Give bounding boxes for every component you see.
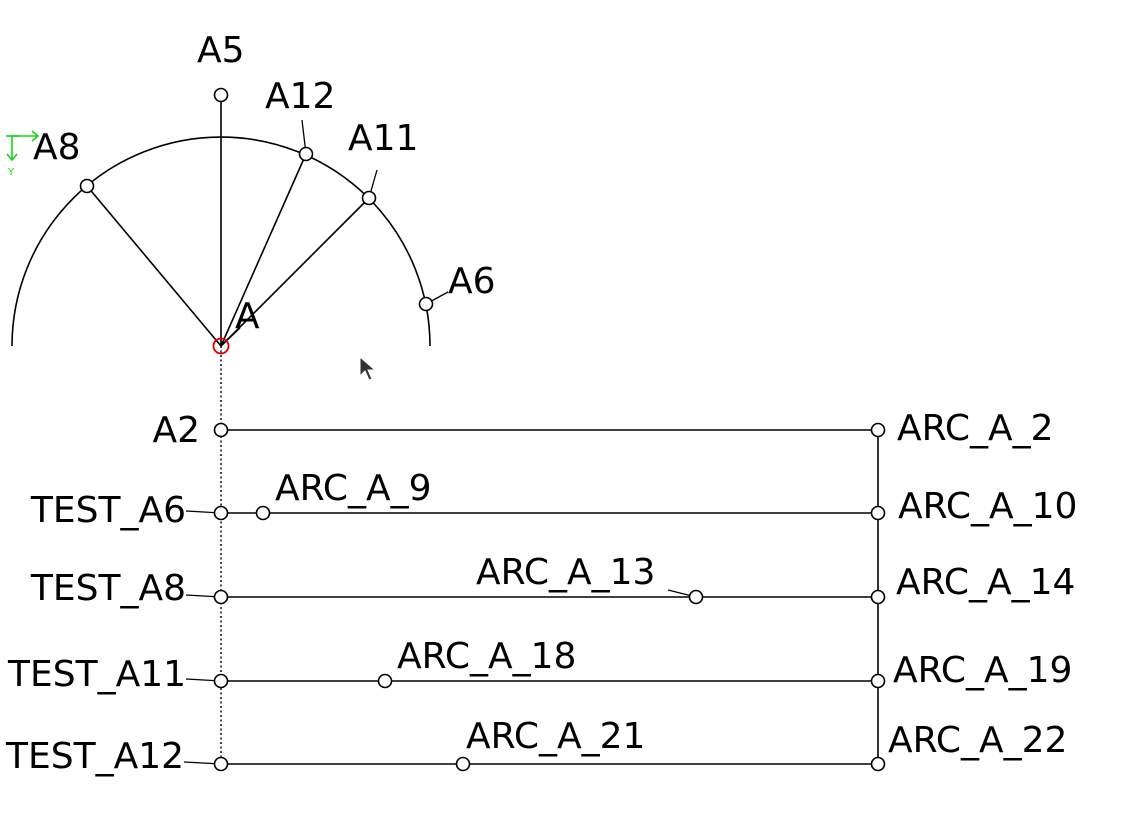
axis-indicator-icon: Y	[6, 130, 40, 178]
label-test-a12: TEST_A12	[5, 736, 184, 777]
label-a5: A5	[197, 30, 245, 71]
point-arc-a-14[interactable]	[870, 589, 886, 605]
label-arc-a-19: ARC_A_19	[893, 650, 1072, 691]
point-arc-a-22[interactable]	[870, 756, 886, 772]
point-a5[interactable]	[213, 87, 229, 103]
label-arc-a-9: ARC_A_9	[275, 468, 432, 509]
point-arc-a-13[interactable]	[688, 589, 704, 605]
line-a-a12[interactable]	[220, 153, 307, 347]
point-test-a8[interactable]	[213, 589, 229, 605]
label-arc-a-2: ARC_A_2	[897, 408, 1054, 449]
label-a8: A8	[33, 127, 81, 168]
point-a6[interactable]	[418, 296, 434, 312]
point-test-a11[interactable]	[213, 673, 229, 689]
line-a-a11[interactable]	[220, 197, 370, 347]
mouse-pointer-icon	[359, 355, 377, 381]
label-a2: A2	[152, 410, 200, 451]
leader-a	[220, 327, 241, 347]
point-test-a6[interactable]	[213, 505, 229, 521]
point-a11[interactable]	[361, 190, 377, 206]
axis-y-label: Y	[7, 167, 15, 178]
point-arc-a-9[interactable]	[255, 505, 271, 521]
point-arc-a-10[interactable]	[870, 505, 886, 521]
point-arc-a-2[interactable]	[870, 422, 886, 438]
label-test-a8: TEST_A8	[30, 568, 186, 609]
point-arc-a-18[interactable]	[377, 673, 393, 689]
line-a-a8[interactable]	[86, 185, 222, 347]
label-arc-a-13: ARC_A_13	[476, 552, 655, 593]
point-test-a12[interactable]	[213, 756, 229, 772]
point-arc-a-19[interactable]	[870, 673, 886, 689]
label-a6: A6	[448, 261, 496, 302]
point-a-center[interactable]	[212, 337, 230, 355]
point-arc-a-21[interactable]	[455, 756, 471, 772]
label-arc-a-10: ARC_A_10	[898, 486, 1077, 527]
label-a11: A11	[348, 118, 418, 159]
label-arc-a-21: ARC_A_21	[466, 716, 645, 757]
label-arc-a-18: ARC_A_18	[397, 636, 576, 677]
label-arc-a-14: ARC_A_14	[896, 562, 1075, 603]
label-arc-a-22: ARC_A_22	[888, 720, 1067, 761]
point-a12[interactable]	[298, 146, 314, 162]
label-test-a6: TEST_A6	[30, 490, 186, 531]
point-a2[interactable]	[213, 422, 229, 438]
label-test-a11: TEST_A11	[7, 654, 186, 695]
label-a12: A12	[265, 76, 335, 117]
label-a: A	[235, 296, 260, 337]
point-a8[interactable]	[79, 178, 95, 194]
